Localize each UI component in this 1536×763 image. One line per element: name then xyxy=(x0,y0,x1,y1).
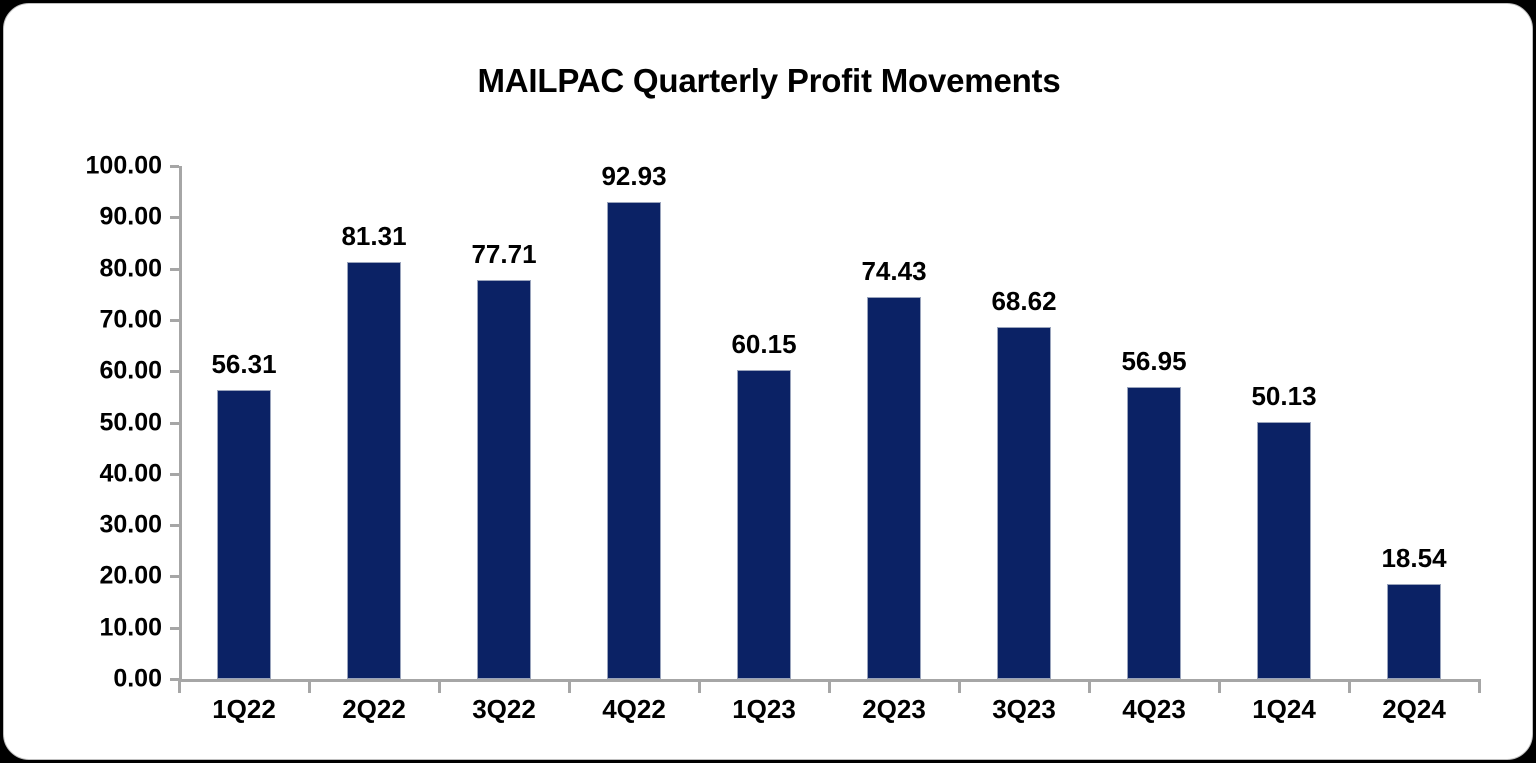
y-axis-tick-mark xyxy=(170,626,179,630)
x-axis-category-label: 1Q23 xyxy=(732,694,796,724)
y-axis-tick-label: 60.00 xyxy=(99,356,162,385)
x-axis-category-label: 2Q22 xyxy=(342,694,406,724)
x-axis-tick-mark xyxy=(438,679,441,693)
y-axis-line xyxy=(179,166,182,679)
y-axis-tick-label: 30.00 xyxy=(99,510,162,539)
x-axis-category-label: 4Q23 xyxy=(1122,694,1186,724)
chart-title: MAILPAC Quarterly Profit Movements xyxy=(477,62,1061,99)
x-axis-category-label: 3Q22 xyxy=(472,694,536,724)
bar[interactable] xyxy=(347,261,401,679)
x-axis-tick-mark xyxy=(1348,679,1351,693)
x-axis-category-label: 3Q23 xyxy=(992,694,1056,724)
bar-value-label: 77.71 xyxy=(471,239,537,270)
y-axis-tick-label: 40.00 xyxy=(99,459,162,488)
y-axis-tick-mark xyxy=(170,216,179,220)
bar-value-label: 56.95 xyxy=(1121,345,1187,376)
x-axis-category-label: 2Q24 xyxy=(1382,694,1446,724)
bar[interactable] xyxy=(1387,583,1441,679)
y-axis-tick-label: 70.00 xyxy=(99,305,162,334)
y-axis-tick-mark xyxy=(170,472,179,476)
y-axis-tick-mark xyxy=(170,165,179,168)
bar-value-label: 50.13 xyxy=(1251,380,1317,411)
bar-value-label: 18.54 xyxy=(1381,542,1447,573)
x-axis-category-label: 4Q22 xyxy=(602,694,666,724)
bar[interactable] xyxy=(477,280,531,679)
y-axis-tick-label: 20.00 xyxy=(99,561,162,590)
bar[interactable] xyxy=(1257,421,1311,679)
bar-value-label: 81.31 xyxy=(341,220,407,251)
bar[interactable] xyxy=(737,370,791,679)
x-axis-tick-mark xyxy=(698,679,701,693)
bar-value-label: 92.93 xyxy=(601,161,667,192)
x-axis-tick-mark xyxy=(1088,679,1091,693)
x-axis-tick-mark xyxy=(308,679,311,693)
y-axis-tick-mark xyxy=(170,267,179,271)
x-axis-tick-mark xyxy=(178,679,181,693)
bar-value-label: 56.31 xyxy=(211,349,277,380)
bar[interactable] xyxy=(217,390,271,679)
x-axis-tick-mark xyxy=(958,679,961,693)
bar-value-label: 68.62 xyxy=(991,285,1057,316)
bar[interactable] xyxy=(997,326,1051,679)
y-axis-tick-label: 80.00 xyxy=(99,254,162,283)
x-axis-category-label: 2Q23 xyxy=(862,694,926,724)
bar[interactable] xyxy=(1127,386,1181,679)
y-axis-tick-label: 10.00 xyxy=(99,613,162,642)
y-axis-tick-label: 90.00 xyxy=(99,202,162,231)
x-axis-tick-mark xyxy=(568,679,571,693)
y-axis-tick-mark xyxy=(170,421,179,425)
plot-area: 0.00 10.00 20.00 30.00 40.00 50.00 60.00 70.00 8… xyxy=(86,152,1481,724)
bar-value-label: 74.43 xyxy=(861,256,927,287)
y-axis-tick-label: 0.00 xyxy=(113,664,162,693)
x-axis-category-label: 1Q24 xyxy=(1252,694,1316,724)
y-axis-tick-mark xyxy=(170,370,179,374)
x-axis-tick-mark xyxy=(1478,679,1481,693)
x-axis-category-label: 1Q22 xyxy=(212,694,276,724)
chart-card: MAILPAC Quarterly Profit Movements 0.00 1… xyxy=(3,3,1533,760)
y-axis-tick-label: 50.00 xyxy=(99,408,162,436)
y-axis-tick-mark xyxy=(170,678,179,681)
bar[interactable] xyxy=(867,297,921,679)
x-axis-tick-mark xyxy=(828,679,831,693)
bar-value-label: 60.15 xyxy=(731,329,797,360)
y-axis-tick-mark xyxy=(170,575,179,579)
y-axis-tick-mark xyxy=(170,524,179,528)
y-axis-tick-label: 100.00 xyxy=(85,151,162,180)
y-axis-tick-mark xyxy=(170,318,179,322)
bar[interactable] xyxy=(607,202,661,679)
x-axis-tick-mark xyxy=(1218,679,1221,693)
